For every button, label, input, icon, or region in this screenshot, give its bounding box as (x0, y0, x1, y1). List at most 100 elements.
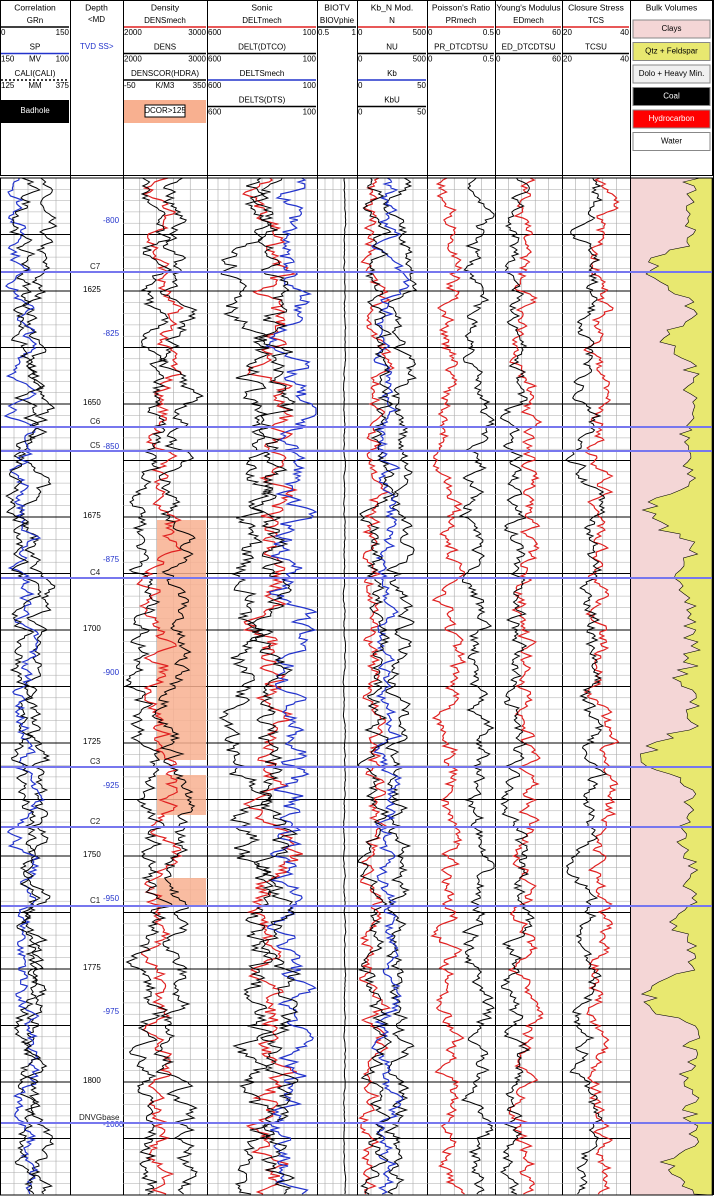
curve-name: DELTSmech (240, 69, 285, 78)
scale-right: 3000 (188, 28, 206, 37)
scale-left: 0 (358, 108, 363, 117)
curve-name: KbU (384, 96, 400, 105)
track-title: Density (151, 2, 180, 12)
scale-left: 0 (1, 28, 6, 37)
top-label: DNVGbase (79, 1113, 120, 1122)
scale-left: 20 (563, 28, 572, 37)
curve-name: DELTS(DTS) (239, 96, 286, 105)
curve-name: BIOVphie (320, 16, 355, 25)
body-frame (0, 177, 713, 1196)
curve-name: PR_DTCDTSU (434, 43, 488, 52)
tvd-label: -925 (103, 781, 120, 790)
legend-label: Coal (663, 92, 680, 101)
scale-left: 0 (358, 55, 363, 64)
legend-label: Qtz + Feldspar (645, 47, 698, 56)
top-label: C3 (90, 757, 101, 766)
track-title: Poisson's Ratio (432, 2, 491, 12)
scale-left: 0 (358, 81, 363, 90)
scale-left: 0 (358, 28, 363, 37)
flag-label: Badhole (20, 106, 50, 115)
tvd-label: -900 (103, 668, 120, 677)
log-curve (370, 177, 411, 1195)
scale-right: 1 (352, 28, 357, 37)
quartz-fill (639, 177, 713, 1196)
scale-right: 3000 (188, 55, 206, 64)
curve-name: ED_DTCDTSU (502, 43, 556, 52)
scale-left: 0 (428, 55, 433, 64)
legend-swatch (632, 42, 711, 61)
log-curve (458, 177, 496, 1195)
track-title: Correlation (14, 2, 56, 12)
scale-left: 0 (496, 55, 501, 64)
log-curve (124, 177, 173, 1195)
scale-unit: MM (28, 81, 42, 90)
tvd-label: -975 (103, 1007, 120, 1016)
scale-left: 0.5 (318, 28, 330, 37)
depth-header: <MD (88, 15, 105, 24)
scale-right: 50 (417, 108, 426, 117)
log-curve (499, 177, 535, 1195)
log-curve (151, 177, 205, 1195)
log-curve (342, 177, 347, 1195)
legend-swatch (632, 19, 711, 39)
scale-left: 2000 (124, 55, 142, 64)
legend-label: Clays (661, 24, 681, 33)
scale-left: 150 (1, 55, 15, 64)
track-title: Closure Stress (568, 2, 624, 12)
log-curve (244, 177, 302, 1195)
header-frame (0, 0, 713, 176)
top-label: C5 (90, 441, 101, 450)
scale-left: 600 (208, 81, 222, 90)
legend-swatch (632, 64, 711, 84)
top-label: C1 (90, 896, 101, 905)
dcor-zone (157, 775, 206, 815)
curve-name: DELT(DTCO) (238, 43, 286, 52)
scale-right: 375 (56, 81, 70, 90)
scale-right: 0.5 (483, 28, 495, 37)
legend-label: Water (661, 137, 682, 146)
track-title: Bulk Volumes (646, 2, 698, 12)
scale-unit: MV (29, 55, 42, 64)
scale-left: 600 (208, 28, 222, 37)
top-label: C4 (90, 568, 101, 577)
log-curve (357, 177, 396, 1195)
scale-right: 500 (413, 55, 427, 64)
flag-label-box (144, 104, 186, 118)
scale-left: -50 (124, 81, 136, 90)
curve-name: TCS (588, 16, 604, 25)
tvd-label: -825 (103, 329, 120, 338)
curve-name: TCSU (585, 43, 607, 52)
md-label: 1700 (83, 624, 101, 633)
scale-right: 100 (303, 28, 317, 37)
md-label: 1800 (83, 1076, 101, 1085)
tvd-label: -875 (103, 555, 120, 564)
scale-right: 100 (56, 55, 70, 64)
md-label: 1675 (83, 511, 101, 520)
track-title: Depth (85, 2, 108, 12)
legend-swatch (632, 109, 711, 129)
track-title: Young's Modulus (496, 2, 560, 12)
scale-right: 150 (56, 28, 70, 37)
scale-right: 350 (193, 81, 207, 90)
scale-right: 40 (620, 28, 629, 37)
log-curve (5, 177, 46, 1195)
scale-left: 600 (208, 55, 222, 64)
curve-name: DELTmech (242, 16, 281, 25)
scale-right: 50 (417, 81, 426, 90)
legend-swatch (632, 132, 711, 151)
curve-name: DENS (154, 43, 176, 52)
md-label: 1625 (83, 285, 101, 294)
log-curve (507, 177, 544, 1195)
scale-right: 0.5 (483, 55, 495, 64)
scale-left: 600 (208, 108, 222, 117)
flag-label: DCOR>125 (144, 106, 186, 115)
curve-name: SP (30, 43, 41, 52)
log-curve (3, 177, 45, 1195)
flag-box (1, 100, 69, 123)
legend-label: Hydrocarbon (649, 114, 695, 123)
curve-name: CALI(CALI) (15, 69, 56, 78)
scale-right: 100 (303, 108, 317, 117)
legend-label: Dolo + Heavy Min. (639, 69, 705, 78)
scale-left: 20 (563, 55, 572, 64)
